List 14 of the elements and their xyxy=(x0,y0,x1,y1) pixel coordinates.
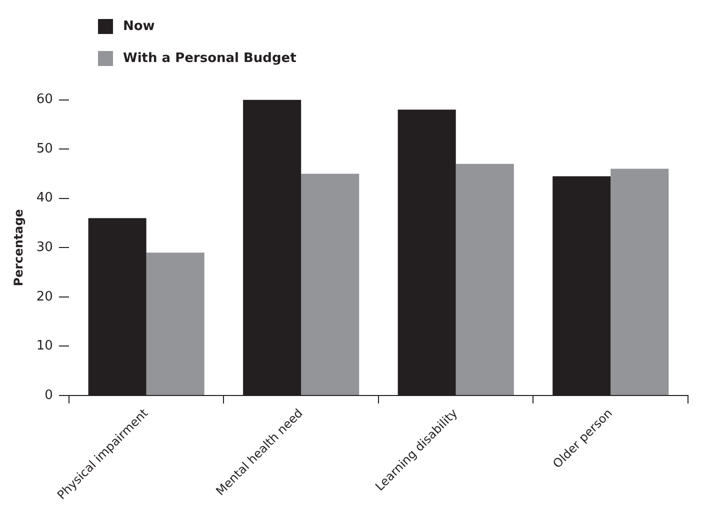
y-axis-title: Percentage xyxy=(11,209,26,286)
legend-label: With a Personal Budget xyxy=(123,50,296,66)
legend-label: Now xyxy=(123,18,155,34)
y-tick-label: 50 xyxy=(36,141,53,156)
y-tick-label: 30 xyxy=(36,240,53,256)
y-tick-label: 10 xyxy=(36,338,53,354)
y-tick-label: 40 xyxy=(36,190,53,206)
bar xyxy=(146,252,204,396)
bar xyxy=(610,168,669,396)
y-tick-label: 20 xyxy=(36,289,53,304)
y-tick-label: 60 xyxy=(36,92,53,108)
bar xyxy=(301,174,360,396)
y-tick-label: 0 xyxy=(44,388,53,403)
bar xyxy=(456,164,514,396)
